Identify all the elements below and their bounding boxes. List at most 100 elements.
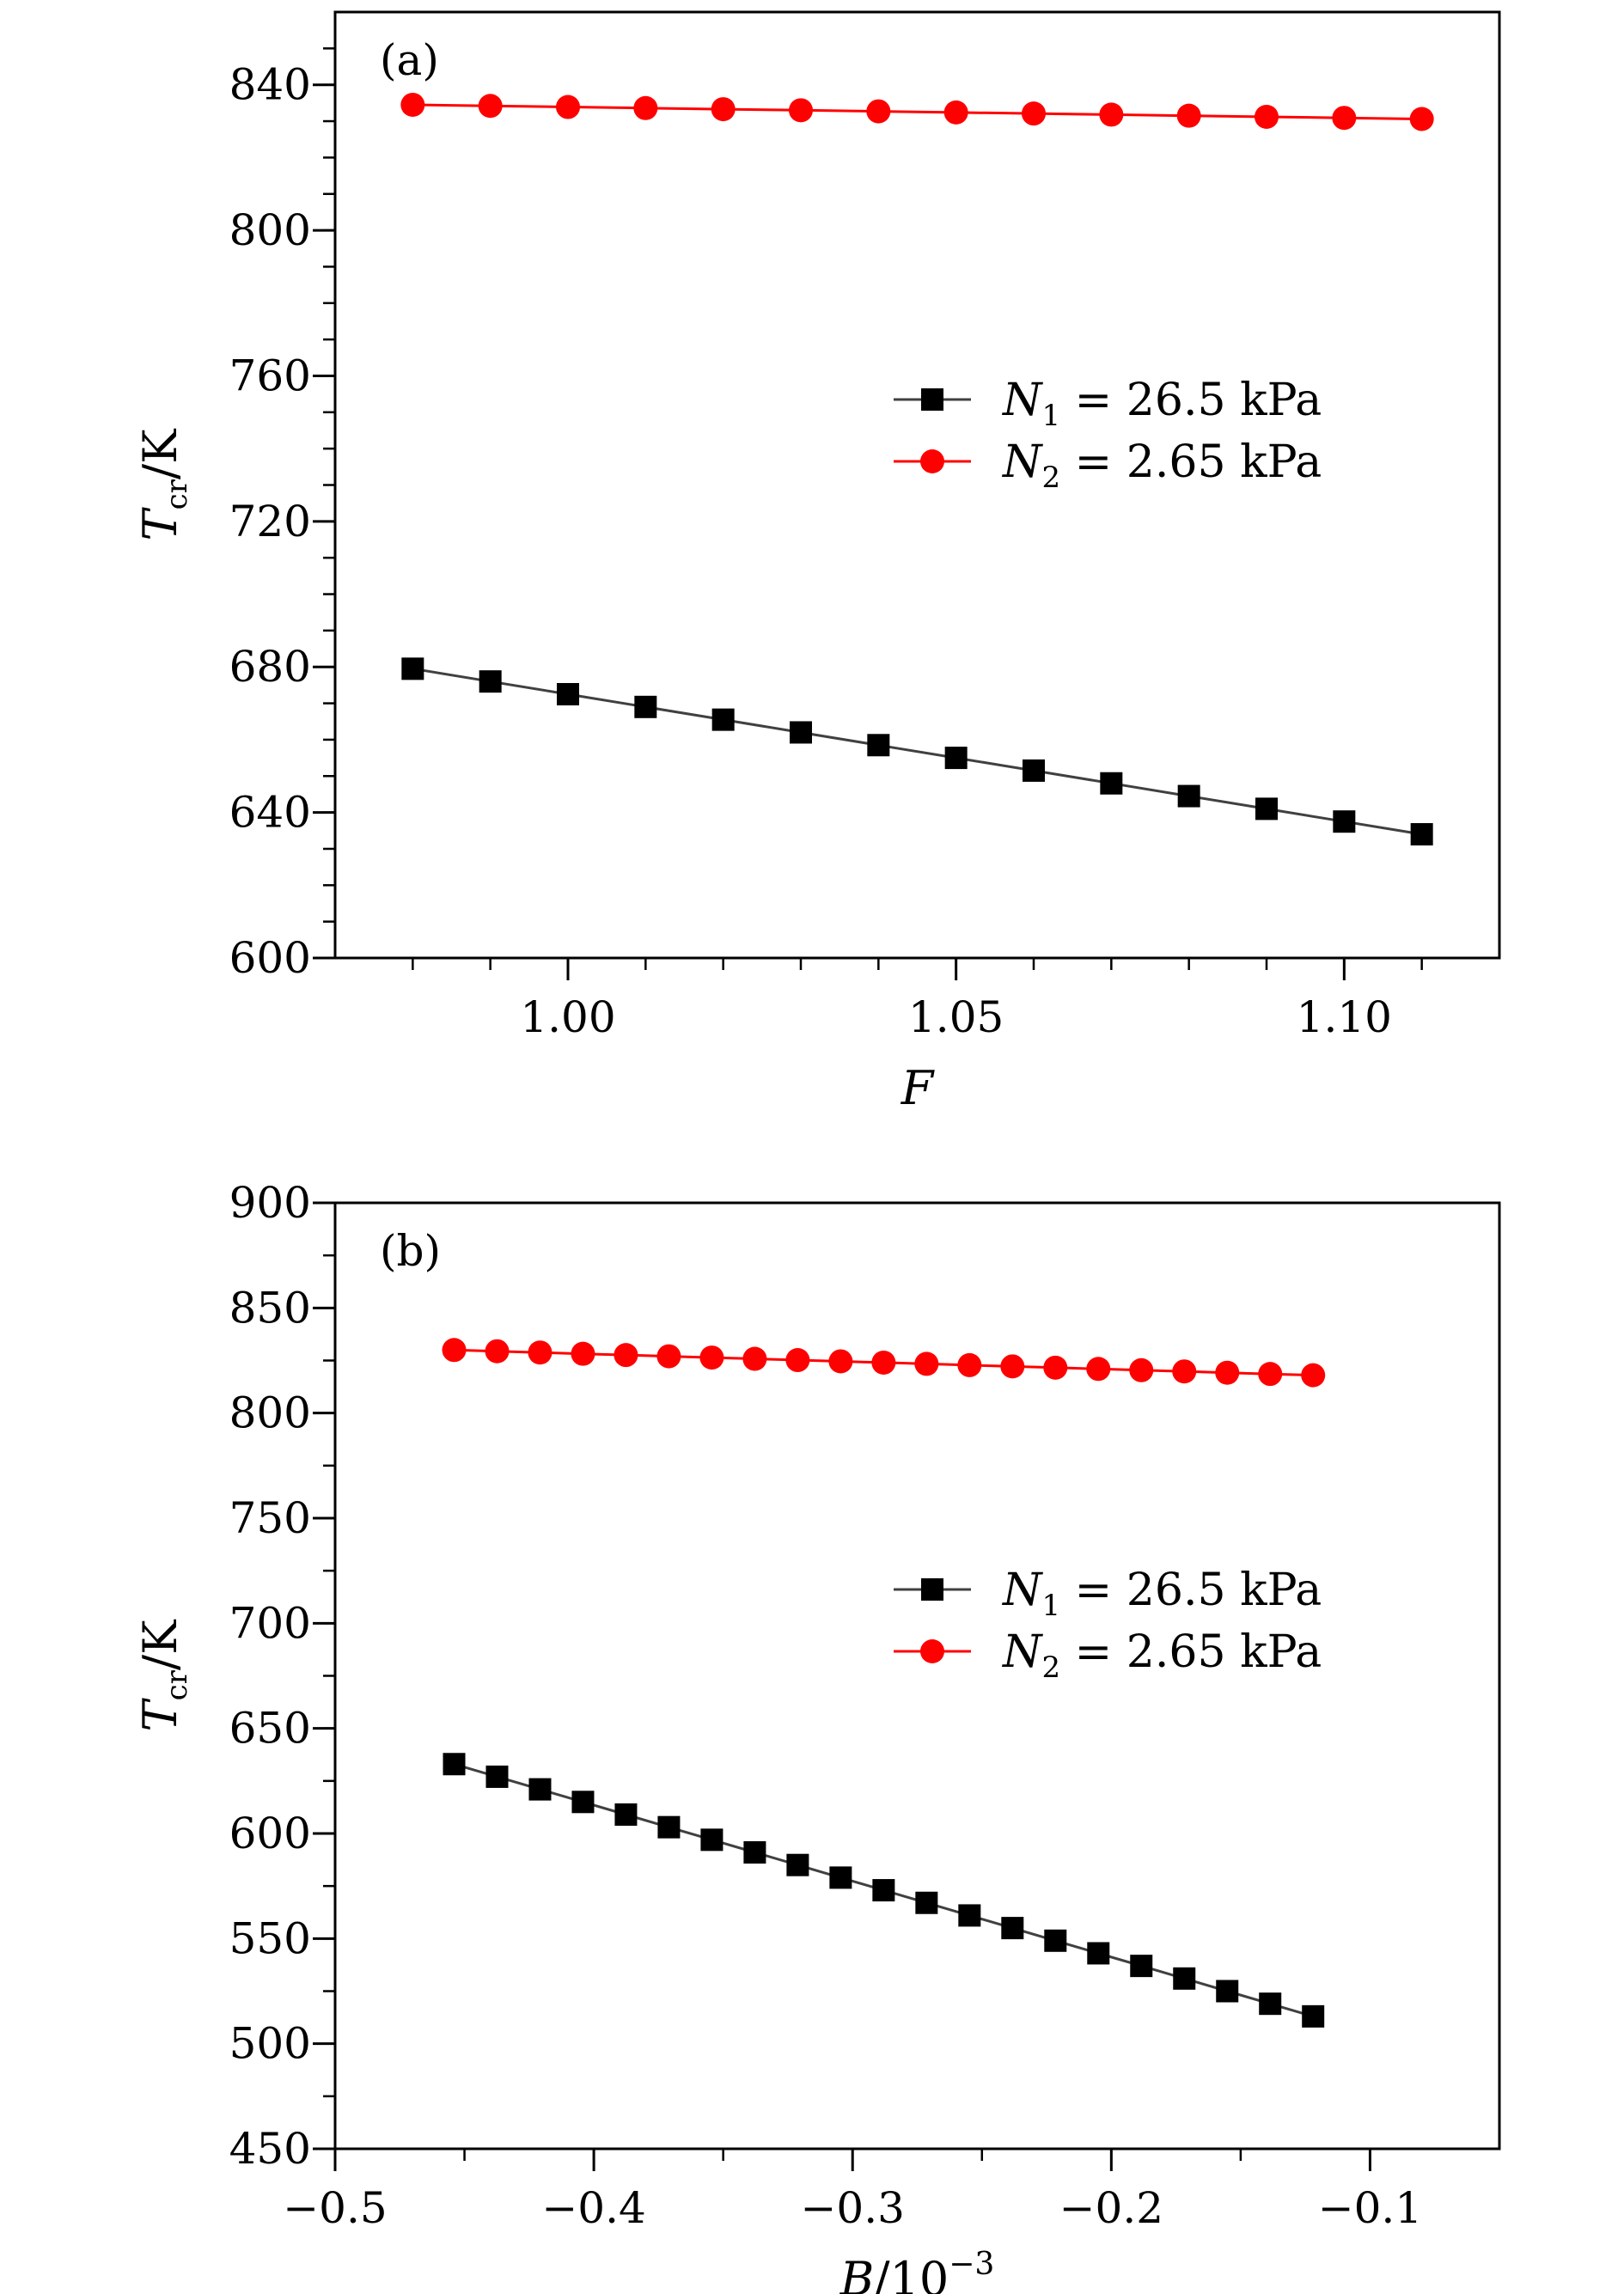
data-point	[1044, 1929, 1067, 1952]
data-point	[528, 1778, 552, 1801]
legend-entry-value: = 2.65 kPa	[1060, 1626, 1322, 1678]
x-tick-label: −0.3	[801, 2183, 905, 2233]
data-point	[1259, 1992, 1282, 2016]
data-point	[1000, 1354, 1025, 1379]
chart-panel-1: 1.00 1.05 1.10 600 640 680 720 760 800 840 F Tcr/K (…	[133, 10, 1501, 1115]
x-tick-label: −0.2	[1059, 2183, 1163, 2233]
data-point	[485, 1339, 510, 1364]
data-point	[785, 1348, 810, 1373]
series-1	[401, 657, 1433, 846]
data-point	[401, 657, 424, 680]
data-point	[1216, 1980, 1239, 2003]
data-point	[656, 1344, 681, 1369]
data-point	[528, 1340, 553, 1365]
y-axis-label: Tcr/K	[133, 428, 194, 541]
data-point	[866, 99, 891, 124]
legend-entry-var: N	[1001, 375, 1043, 426]
legend-entry-value: = 2.65 kPa	[1060, 436, 1322, 488]
y-axis-label-sub: cr	[160, 479, 194, 509]
y-tick-label: 600	[229, 1809, 311, 1858]
data-point	[442, 1338, 467, 1363]
data-point	[1258, 1362, 1283, 1387]
data-point	[1099, 102, 1124, 127]
x-tick-label: 1.05	[908, 992, 1004, 1042]
data-point	[743, 1841, 766, 1864]
legend-entry-sub: 2	[1042, 461, 1061, 495]
plot-frame	[333, 10, 1501, 960]
y-tick-label: 900	[229, 1178, 311, 1228]
panel-label: (b)	[380, 1226, 441, 1276]
y-tick-label: 500	[229, 2019, 311, 2069]
x-axis-label-var: B	[839, 2252, 875, 2294]
y-tick-label: 720	[229, 497, 311, 546]
data-point	[485, 1765, 509, 1788]
y-axis-label-unit: /K	[133, 1619, 187, 1670]
data-point	[914, 1351, 939, 1376]
x-tick-label: −0.5	[283, 2183, 387, 2233]
legend-entry: N1 = 26.5 kPa	[1001, 1565, 1322, 1623]
data-point	[871, 1350, 896, 1375]
data-point	[633, 95, 658, 120]
y-tick-label: 800	[229, 1388, 311, 1438]
data-point	[711, 97, 736, 122]
y-tick-label: 700	[229, 1598, 311, 1648]
data-point	[699, 1345, 724, 1370]
y-axis-label-var: T	[133, 1697, 187, 1731]
y-tick-label: 750	[229, 1493, 311, 1543]
y-tick-label: 800	[229, 205, 311, 255]
y-tick-label: 640	[229, 788, 311, 838]
data-point	[943, 100, 968, 125]
data-point	[828, 1349, 853, 1374]
data-point	[479, 670, 502, 693]
data-point	[1172, 1359, 1197, 1384]
x-tick-label: 1.10	[1297, 992, 1392, 1042]
y-tick-label: 760	[229, 351, 311, 400]
data-point	[1022, 101, 1046, 126]
legend-entry-var: N	[1001, 1565, 1043, 1616]
chart-panel-2: −0.5 −0.4 −0.3 −0.2 −0.1 450 500 550 600 650 700 75…	[133, 1178, 1501, 2294]
x-axis-label: F	[901, 1061, 936, 1115]
data-point	[1215, 1360, 1240, 1385]
data-point	[829, 1866, 852, 1889]
data-point	[786, 1853, 809, 1876]
y-axis-label-sub: cr	[160, 1669, 194, 1700]
data-point	[634, 695, 657, 718]
panel-label: (a)	[380, 35, 439, 85]
y-tick-label: 650	[229, 1704, 311, 1754]
y-tick-label: 850	[229, 1283, 311, 1333]
y-tick-label: 680	[229, 642, 311, 692]
data-point	[1332, 106, 1357, 131]
data-point	[790, 721, 812, 744]
legend-entry: N2 = 2.65 kPa	[1001, 1626, 1322, 1685]
data-point	[1255, 797, 1278, 821]
legend-entry-value: = 26.5 kPa	[1060, 375, 1322, 426]
x-axis-label-unit: /10	[874, 2252, 949, 2294]
data-point	[915, 1891, 938, 1914]
x-axis-label-var: F	[901, 1061, 936, 1115]
x-tick-label: −0.1	[1318, 2183, 1422, 2233]
y-tick-label: 840	[229, 60, 311, 110]
legend-entry-value: = 26.5 kPa	[1060, 1565, 1322, 1616]
legend-marker	[921, 1578, 943, 1601]
data-point	[789, 98, 813, 123]
data-point	[1130, 1955, 1153, 1978]
data-point	[711, 708, 735, 731]
data-point	[944, 747, 968, 770]
data-point	[700, 1828, 723, 1852]
data-point	[400, 92, 425, 117]
data-point	[1129, 1357, 1154, 1382]
data-point	[1100, 772, 1123, 795]
data-point	[1173, 1967, 1196, 1990]
x-tick-label: 1.00	[520, 992, 615, 1042]
y-tick-label: 450	[229, 2124, 311, 2174]
data-point	[571, 1791, 595, 1814]
data-point	[957, 1352, 982, 1377]
data-point	[571, 1341, 595, 1366]
legend-entry-var: N	[1001, 1626, 1043, 1678]
y-tick-label: 550	[229, 1913, 311, 1963]
data-point	[1023, 759, 1045, 782]
data-point	[1302, 2004, 1325, 2028]
